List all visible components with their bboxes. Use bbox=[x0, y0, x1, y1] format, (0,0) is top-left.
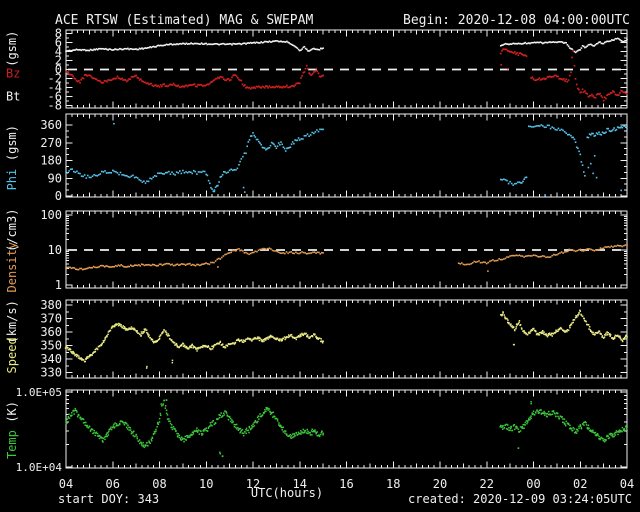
axis-title: Phi bbox=[5, 169, 19, 191]
axis-titles-mag: (gsm)Bz Bt bbox=[5, 31, 20, 104]
y-tick-labels-temp: 1.0E+05 1.0E+04 bbox=[16, 386, 63, 474]
page-title: ACE RTSW (Estimated) MAG & SWEPAM bbox=[55, 13, 313, 28]
y-tick-label: 6 bbox=[55, 36, 62, 50]
axis-titles-temp: (K) Temp bbox=[5, 401, 19, 459]
y-tick-label: 0 bbox=[55, 189, 62, 203]
series-temp bbox=[65, 399, 628, 458]
y-tick-label: -8 bbox=[48, 99, 62, 113]
y-tick-label: 2 bbox=[55, 54, 62, 68]
x-tick-label: 20 bbox=[433, 477, 447, 491]
x-tick-label: 12 bbox=[246, 477, 260, 491]
series-density bbox=[65, 244, 628, 272]
y-tick-label: 370 bbox=[40, 312, 62, 326]
y-tick-label: 90 bbox=[48, 171, 62, 185]
axis-title: (km/s) bbox=[5, 300, 19, 343]
x-tick-label: 04 bbox=[59, 477, 73, 491]
axis-title: (gsm) bbox=[5, 31, 19, 67]
x-tick-label: 18 bbox=[386, 477, 400, 491]
ticks-speed bbox=[65, 300, 628, 378]
ticks-mag bbox=[65, 30, 628, 108]
x-tick-label: 10 bbox=[199, 477, 213, 491]
axis-title: Speed bbox=[5, 337, 19, 373]
y-tick-labels-phi: 360 270 180 90 0 bbox=[40, 118, 62, 203]
y-tick-labels-density: 100 10 1 bbox=[40, 208, 62, 292]
x-tick-label: 16 bbox=[339, 477, 353, 491]
y-tick-label: -4 bbox=[48, 81, 62, 95]
created-timestamp: created: 2020-12-09 03:24:05UTC bbox=[408, 492, 632, 506]
series-bz bbox=[65, 48, 628, 102]
series-bt bbox=[65, 37, 628, 54]
y-tick-label: 100 bbox=[40, 208, 62, 222]
x-tick-label: 02 bbox=[573, 477, 587, 491]
y-tick-label: 1.0E+05 bbox=[16, 386, 62, 399]
y-tick-label: 270 bbox=[40, 136, 62, 150]
x-tick-label: 22 bbox=[480, 477, 494, 491]
y-tick-label: 340 bbox=[40, 352, 62, 366]
axis-title: (K) bbox=[5, 401, 19, 423]
start-doy-label: start DOY: 343 bbox=[58, 492, 159, 506]
axis-title: (/cm3) bbox=[5, 209, 19, 252]
panel-density: 100 10 1 (/cm3)Density bbox=[5, 208, 628, 292]
y-tick-label: -6 bbox=[48, 90, 62, 104]
ticks-phi bbox=[65, 114, 628, 197]
axis-title: Bt bbox=[6, 89, 20, 103]
x-tick-labels: 04 06 08 10 12 14 16 18 20 22 00 02 04 bbox=[59, 477, 634, 491]
y-tick-label: 360 bbox=[40, 325, 62, 339]
panel-temp: 1.0E+05 1.0E+04 (K) Temp bbox=[5, 386, 628, 474]
y-tick-label: 1.0E+04 bbox=[16, 461, 63, 474]
x-axis-label: UTC(hours) bbox=[251, 486, 323, 500]
begin-timestamp: Begin: 2020-12-08 04:00:00UTC bbox=[403, 13, 630, 28]
x-tick-label: 00 bbox=[526, 477, 540, 491]
axis-title: Density bbox=[5, 242, 19, 293]
ticks-density bbox=[65, 211, 628, 288]
y-tick-label: 330 bbox=[40, 366, 62, 380]
y-tick-label: 0 bbox=[55, 63, 62, 77]
x-tick-label: 04 bbox=[620, 477, 634, 491]
y-tick-label: 4 bbox=[55, 45, 62, 59]
x-tick-label: 06 bbox=[106, 477, 120, 491]
y-tick-label: 1 bbox=[55, 278, 62, 292]
axis-title: (gsm) bbox=[5, 125, 19, 161]
y-tick-label: 380 bbox=[40, 298, 62, 312]
x-tick-label: 08 bbox=[152, 477, 166, 491]
axis-title: Bz bbox=[6, 67, 20, 81]
axis-title: Temp bbox=[5, 430, 19, 459]
axis-titles-speed: (km/s)Speed bbox=[5, 300, 19, 373]
y-tick-label: 8 bbox=[55, 27, 62, 41]
y-tick-label: 350 bbox=[40, 339, 62, 353]
ticks-temp bbox=[65, 390, 628, 468]
series-phi bbox=[65, 122, 628, 197]
series-speed bbox=[64, 309, 628, 369]
y-tick-label: 360 bbox=[40, 118, 62, 132]
x-tick-label: 14 bbox=[293, 477, 307, 491]
y-tick-label: 10 bbox=[48, 243, 62, 257]
y-tick-label: -2 bbox=[48, 72, 62, 86]
chart-canvas: 86420-2-4-6-8(gsm)BzBt360270180900(gsm)P… bbox=[5, 27, 634, 492]
panel-phi: 360 270 180 90 0 (gsm) Phi bbox=[5, 113, 628, 203]
axis-titles-density: (/cm3)Density bbox=[5, 209, 19, 293]
axis-titles-phi: (gsm) Phi bbox=[5, 125, 19, 190]
y-tick-label: 180 bbox=[40, 154, 62, 168]
